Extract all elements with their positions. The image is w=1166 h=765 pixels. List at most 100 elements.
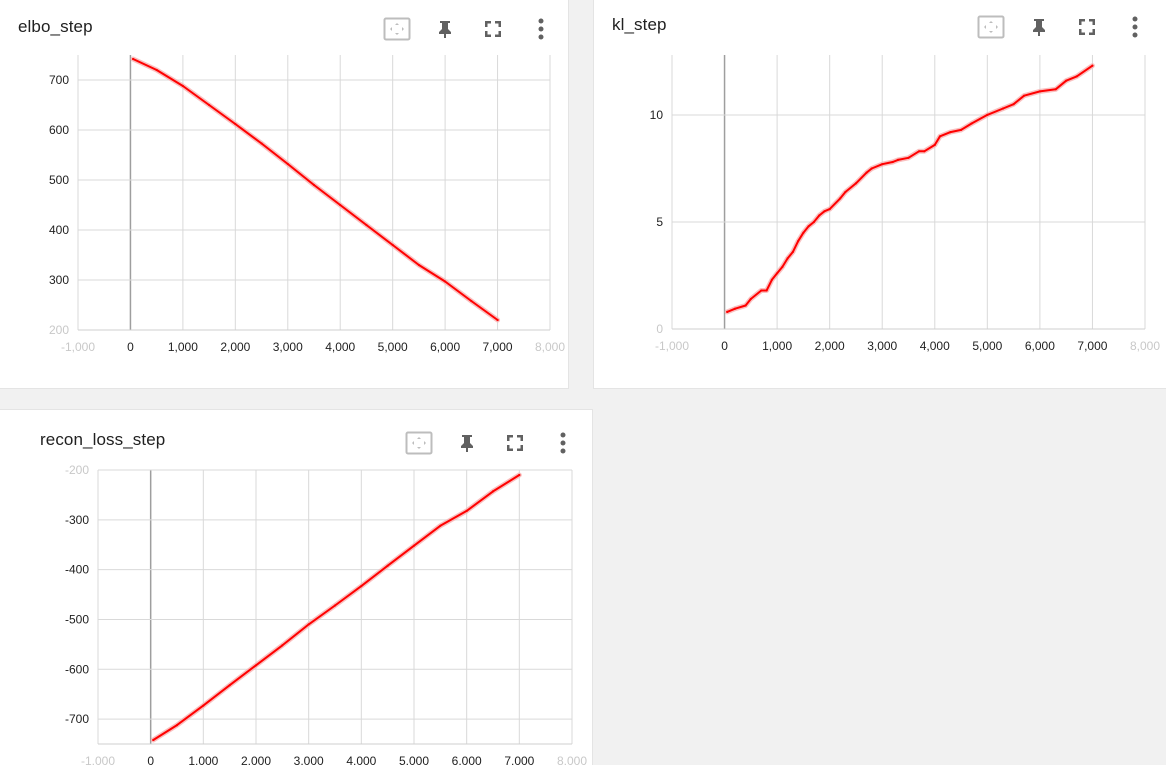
data-point bbox=[281, 644, 284, 647]
fullscreen-button[interactable] bbox=[500, 428, 530, 458]
data-point bbox=[812, 220, 815, 224]
x-tick-label: 3,000 bbox=[867, 339, 897, 353]
data-point bbox=[749, 297, 752, 301]
grid bbox=[97, 469, 573, 745]
fit-domain-button[interactable] bbox=[382, 14, 412, 44]
chart-card-elbo: elbo_step 200 300 400 500 600 700 -1,000 0 1,000… bbox=[0, 0, 568, 388]
fullscreen-icon bbox=[485, 21, 501, 37]
data-point bbox=[1065, 79, 1068, 82]
data-point bbox=[228, 684, 231, 687]
data-point bbox=[333, 604, 337, 607]
data-point bbox=[1054, 88, 1057, 91]
data-point bbox=[765, 289, 768, 292]
x-tick-label: 0 bbox=[147, 754, 154, 765]
series-raw-line bbox=[724, 63, 1095, 315]
data-point bbox=[234, 122, 237, 126]
pin-icon bbox=[1033, 19, 1045, 36]
data-point bbox=[891, 160, 894, 164]
x-tick-label: 1,000 bbox=[168, 340, 198, 354]
fullscreen-icon bbox=[1079, 19, 1095, 35]
y-tick-label: -700 bbox=[65, 712, 89, 726]
data-point bbox=[844, 190, 847, 194]
x-tick-label: 1,000 bbox=[762, 339, 792, 353]
data-point bbox=[734, 307, 737, 310]
fit-domain-icon bbox=[977, 15, 1005, 39]
data-point bbox=[386, 564, 389, 567]
data-point bbox=[802, 231, 805, 234]
x-tick-label: 4,000 bbox=[920, 339, 950, 353]
more-options-button[interactable] bbox=[526, 14, 556, 44]
fit-domain-icon bbox=[405, 431, 433, 455]
plot-area bbox=[724, 63, 1095, 315]
pin-icon bbox=[439, 21, 451, 38]
chart-plot-kl[interactable]: 0 5 10 -1,000 0 1,000 2,000 3,000 4,000 5,000 6,00… bbox=[594, 0, 1166, 388]
data-point bbox=[1002, 107, 1005, 110]
data-point bbox=[986, 113, 989, 116]
x-tick-label: 8,000 bbox=[1130, 339, 1160, 353]
y-tick-label: 700 bbox=[49, 73, 69, 87]
chart-card-kl: kl_step 0 5 10 -1,000 0 1,000 2,000 3,000 4,000 5… bbox=[594, 0, 1166, 388]
x-tick-label: 6,000 bbox=[1025, 339, 1055, 353]
data-point bbox=[1023, 94, 1026, 97]
data-point bbox=[807, 225, 810, 228]
y-tick-label: 500 bbox=[49, 173, 69, 187]
x-tick-label: 8,000 bbox=[557, 754, 587, 765]
data-point bbox=[208, 103, 211, 107]
series-smoothed-line bbox=[726, 64, 1094, 313]
x-tick-label: 6,000 bbox=[452, 754, 482, 765]
y-tick-label: -300 bbox=[65, 513, 89, 527]
data-point bbox=[744, 304, 747, 307]
fit-domain-button[interactable] bbox=[976, 12, 1006, 42]
data-point bbox=[518, 473, 521, 477]
data-point bbox=[949, 131, 952, 134]
data-point bbox=[339, 203, 342, 207]
series-smoothed-line bbox=[132, 58, 499, 321]
data-point bbox=[760, 289, 763, 292]
fit-domain-button[interactable] bbox=[404, 428, 434, 458]
x-tick-label: -1,000 bbox=[61, 340, 95, 354]
data-point bbox=[870, 167, 873, 170]
data-point bbox=[465, 509, 468, 512]
data-point bbox=[938, 135, 942, 138]
plot-area bbox=[130, 56, 501, 323]
data-point bbox=[791, 250, 794, 253]
x-tick-label: -1,000 bbox=[655, 339, 689, 353]
data-point bbox=[828, 208, 831, 211]
pin-button[interactable] bbox=[452, 428, 482, 458]
fullscreen-button[interactable] bbox=[478, 14, 508, 44]
grid bbox=[671, 55, 1146, 330]
x-tick-label: -1,000 bbox=[81, 754, 115, 765]
y-tick-label: 10 bbox=[650, 108, 664, 122]
pin-button[interactable] bbox=[1024, 12, 1054, 42]
x-tick-label: 4,000 bbox=[325, 340, 355, 354]
chart-toolbar bbox=[976, 12, 1150, 42]
x-tick-label: 4,000 bbox=[346, 754, 376, 765]
data-point bbox=[412, 544, 416, 547]
fullscreen-button[interactable] bbox=[1072, 12, 1102, 42]
more-options-button[interactable] bbox=[548, 428, 578, 458]
fit-domain-icon bbox=[383, 17, 411, 41]
data-point bbox=[770, 278, 773, 281]
data-point bbox=[781, 265, 784, 268]
data-point bbox=[797, 240, 800, 243]
data-point bbox=[933, 143, 936, 146]
data-point bbox=[865, 171, 868, 174]
chart-plot-recon-loss[interactable]: -700 -600 -500 -400 -300 -200 -1,000 0 1,000 2,00… bbox=[0, 410, 592, 765]
data-point bbox=[417, 263, 420, 267]
x-tick-label: 2,000 bbox=[815, 339, 845, 353]
data-point bbox=[175, 724, 179, 727]
data-point bbox=[726, 310, 729, 313]
x-tick-label: 3,000 bbox=[294, 754, 324, 765]
pin-button[interactable] bbox=[430, 14, 460, 44]
x-tick-label: 2,000 bbox=[241, 754, 271, 765]
chart-title: kl_step bbox=[612, 15, 667, 34]
data-point bbox=[960, 128, 963, 131]
data-point bbox=[907, 156, 910, 159]
data-point bbox=[155, 68, 158, 72]
data-point bbox=[1075, 75, 1078, 78]
more-options-button[interactable] bbox=[1120, 12, 1150, 42]
data-point bbox=[839, 197, 842, 200]
plot-area bbox=[150, 472, 522, 743]
data-point bbox=[496, 318, 499, 322]
chart-plot-elbo[interactable]: 200 300 400 500 600 700 -1,000 0 1,000 2,000 3,000… bbox=[0, 0, 568, 388]
